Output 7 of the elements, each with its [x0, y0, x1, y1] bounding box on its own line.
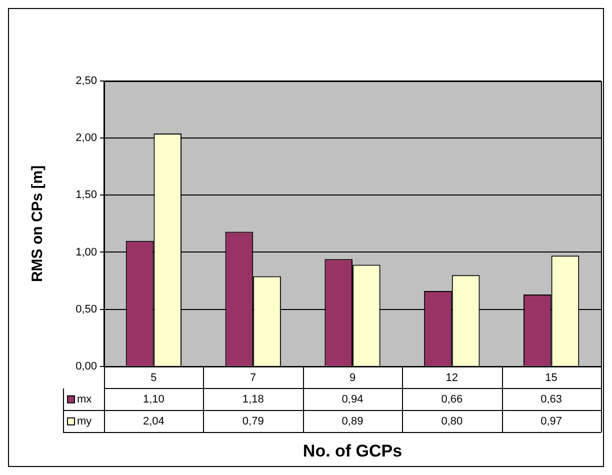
x-axis-title: No. of GCPs: [302, 441, 402, 460]
y-tick-label: 1,50: [76, 189, 97, 202]
y-tick-label: 0,50: [76, 303, 97, 316]
y-axis-title: RMS on CPs [m]: [29, 165, 46, 282]
y-tick-label: 1,00: [76, 246, 97, 258]
y-tick-label: 2,00: [76, 132, 97, 144]
y-tick-label: 2,50: [76, 75, 97, 88]
